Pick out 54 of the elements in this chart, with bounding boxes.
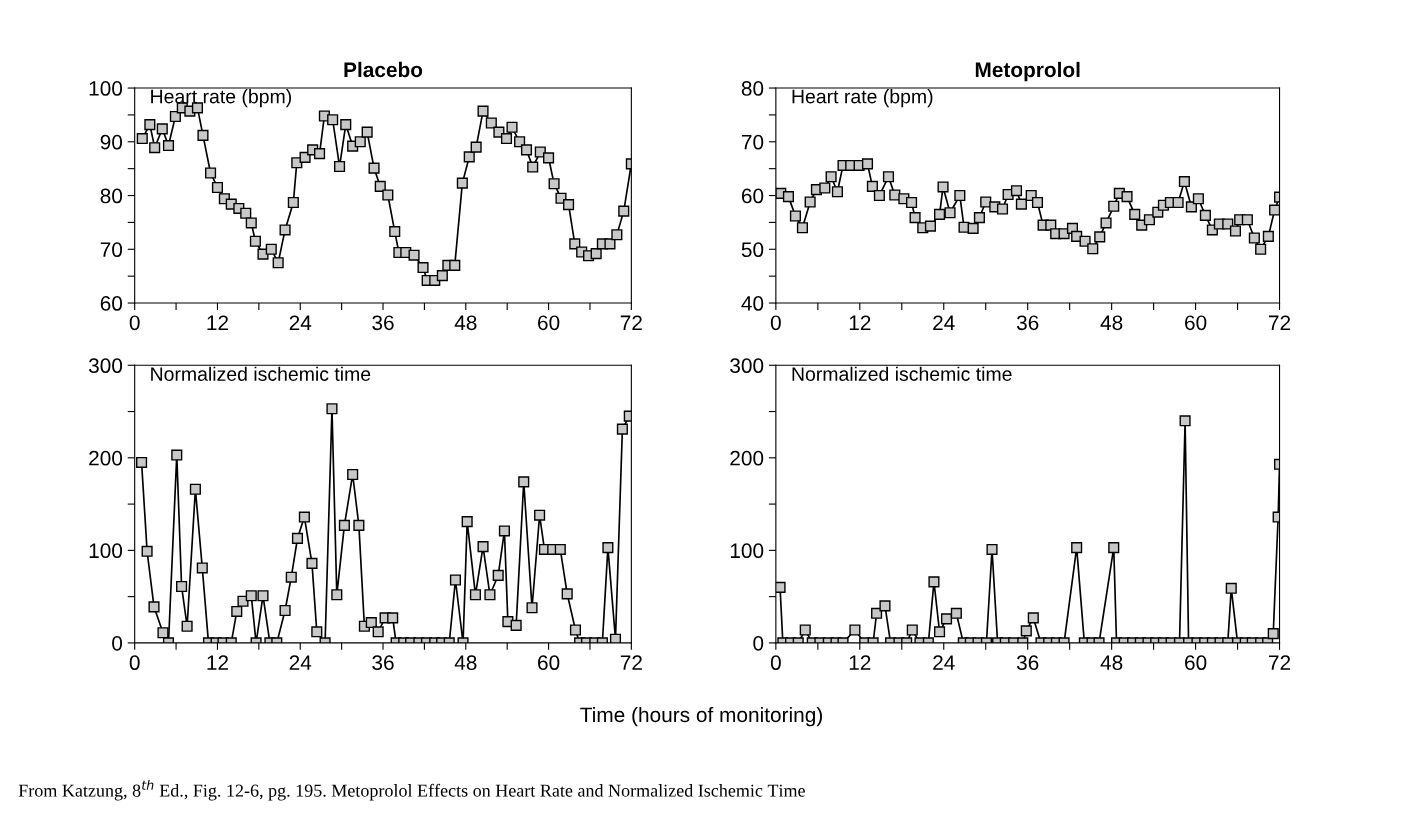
x-tick-label: 12 [207,655,229,670]
y-tick-label: 50 [741,242,764,258]
y-tick-label: 0 [112,635,123,651]
y-tick-label: 40 [741,296,764,311]
x-tick-label: 48 [1100,315,1123,331]
y-axis-title: Heart rate (bpm) [151,89,292,108]
x-tick-label: 60 [538,655,560,671]
x-tick-label: 12 [849,655,871,670]
x-tick-label: 36 [1016,655,1039,671]
x-tick-label: 24 [933,655,955,670]
x-axis-title: Time (hours of monitoring) [580,706,822,727]
x-tick-label: 0 [129,315,140,331]
chart-title: Metoprolol [975,61,1080,82]
x-tick-label: 48 [454,315,477,331]
x-tick-label: 60 [1185,315,1207,331]
x-tick-label: 36 [1016,315,1039,331]
x-tick-label: 36 [372,655,394,671]
y-tick-label: 90 [100,134,123,150]
y-axis-title: Normalized ischemic time [792,366,1012,381]
x-tick-label: 72 [1269,655,1291,670]
y-tick-label: 0 [753,635,764,651]
x-tick-label: 60 [538,315,560,331]
x-tick-label: 72 [620,655,642,670]
x-tick-label: 72 [620,315,642,330]
y-tick-label: 300 [730,358,764,374]
y-tick-label: 200 [730,450,764,466]
y-tick-label: 300 [88,358,123,374]
x-tick-label: 12 [207,315,229,330]
chart-title: Placebo [344,61,423,78]
x-tick-label: 60 [1185,655,1207,671]
y-tick-label: 70 [741,134,764,150]
x-tick-label: 0 [129,655,140,671]
y-tick-label: 80 [100,188,123,204]
x-tick-label: 72 [1269,315,1291,330]
y-tick-label: 60 [741,188,764,204]
text: From Katzung, 8$^{th}$ Ed., Fig. 12-6, pg. 195. Metoprolol Effects on Heart Rate and Normalized Ischemic Time [18,780,805,801]
y-tick-label: 200 [89,450,123,466]
y-tick-label: 100 [89,81,123,96]
x-tick-label: 0 [770,315,781,331]
x-tick-label: 48 [454,655,477,671]
y-tick-label: 100 [730,543,764,559]
y-tick-label: 70 [100,242,123,258]
y-tick-label: 100 [89,543,123,559]
x-tick-label: 24 [933,315,955,330]
x-tick-label: 36 [372,315,394,331]
x-tick-label: 24 [289,655,312,670]
x-tick-label: 24 [289,315,312,330]
y-tick-label: 80 [741,81,764,96]
y-tick-label: 60 [100,296,123,311]
x-tick-label: 12 [849,315,871,330]
y-axis-title: Heart rate (bpm) [792,89,933,108]
y-axis-title: Normalized ischemic time [151,366,371,381]
x-tick-label: 48 [1100,655,1123,671]
x-tick-label: 0 [770,655,781,671]
